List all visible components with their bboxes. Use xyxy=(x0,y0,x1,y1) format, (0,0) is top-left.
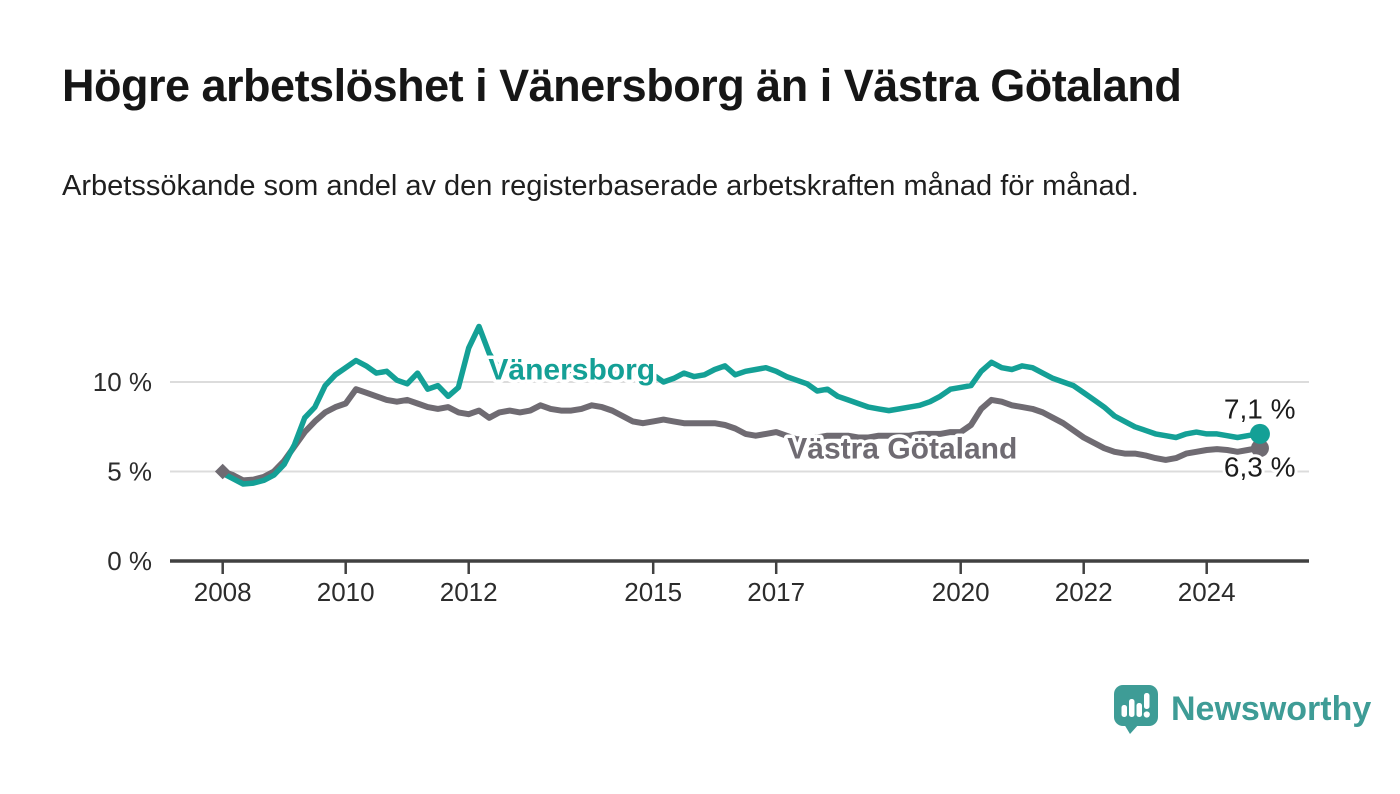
y-axis-label: 10 % xyxy=(93,367,152,397)
newsworthy-logo: Newsworthy xyxy=(1113,684,1371,734)
v-nersborg-end-dot xyxy=(1249,423,1270,444)
v-stra-g-taland-line xyxy=(219,386,1261,484)
x-axis-tick-label: 2012 xyxy=(440,577,498,607)
logo-text: Newsworthy xyxy=(1171,689,1372,728)
v-nersborg-line xyxy=(219,323,1261,487)
end-value-label: 7,1 % xyxy=(1224,394,1296,425)
bar-chart-speech-bubble-icon xyxy=(1114,685,1158,734)
v-stra-g-taland-series-label: Västra Götaland xyxy=(787,433,1017,466)
v-stra-g-taland-end-dot xyxy=(1250,439,1269,458)
x-axis-tick-label: 2008 xyxy=(194,577,252,607)
chart-subtitle: Arbetssökande som andel av den registerb… xyxy=(62,170,1139,202)
end-value-label: 6,3 % xyxy=(1224,452,1296,483)
x-axis-tick-label: 2017 xyxy=(747,577,805,607)
x-axis-tick-label: 2020 xyxy=(932,577,990,607)
v-nersborg-series-label: Vänersborg xyxy=(488,353,655,386)
y-axis-label: 5 % xyxy=(107,457,152,487)
y-axis-label: 0 % xyxy=(107,546,152,576)
x-axis-tick-label: 2022 xyxy=(1055,577,1113,607)
x-axis-tick-label: 2015 xyxy=(624,577,682,607)
x-axis-tick-label: 2024 xyxy=(1178,577,1236,607)
page-title: Högre arbetslöshet i Vänersborg än i Väs… xyxy=(62,60,1182,111)
x-axis-tick-label: 2010 xyxy=(317,577,375,607)
